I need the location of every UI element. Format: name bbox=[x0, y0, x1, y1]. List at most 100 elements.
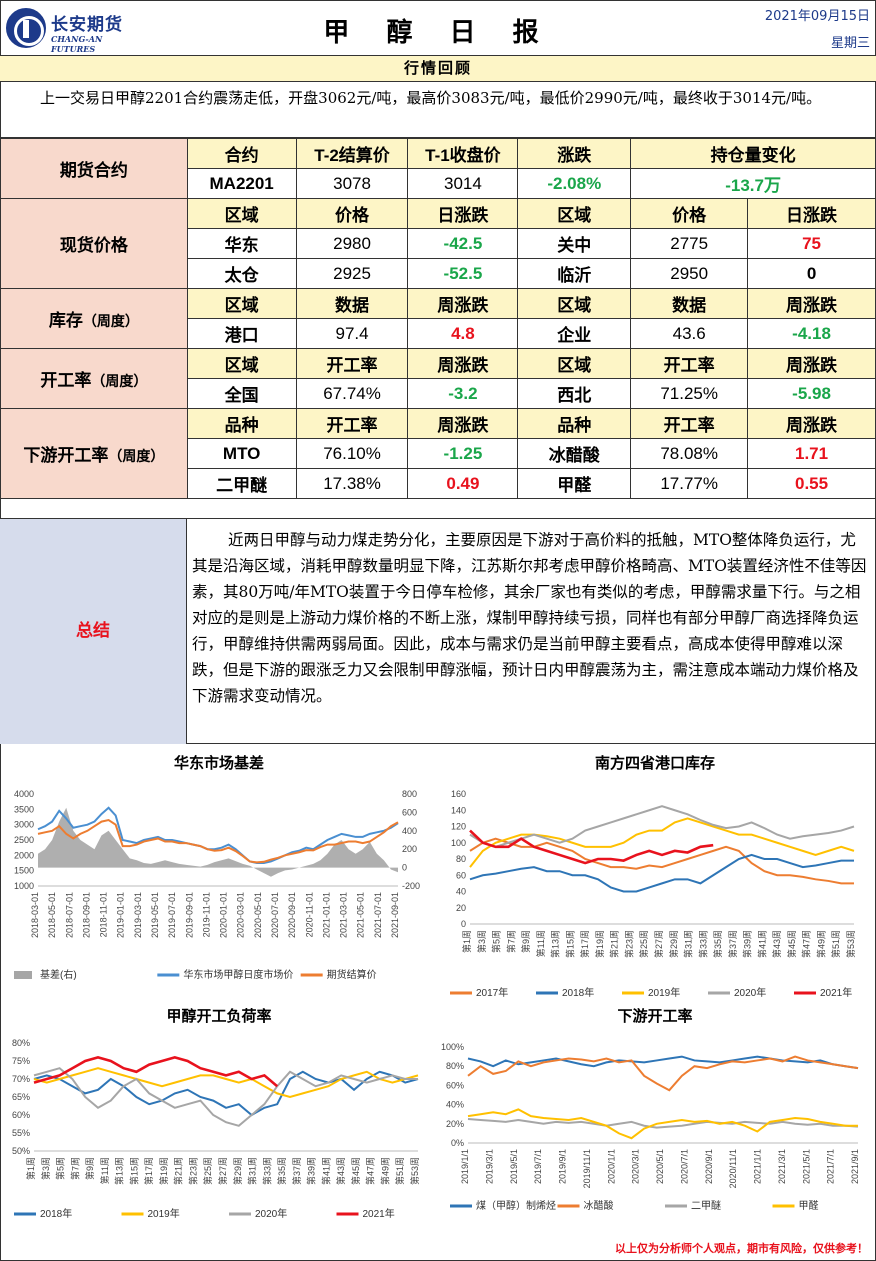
summary-label: 总结 bbox=[0, 519, 187, 744]
x-tick-label: 第11周 bbox=[535, 930, 546, 957]
series-line bbox=[33, 1067, 418, 1127]
series-line bbox=[469, 829, 714, 865]
downstream-change: -1.25 bbox=[407, 438, 519, 469]
series-line bbox=[467, 1055, 859, 1070]
chart-basis: 华东市场基差 4000 3500 3000 2500 2000 1500 1000 800 600… bbox=[4, 752, 434, 996]
series-line bbox=[467, 1055, 859, 1092]
logo-chinese-name: 长安期货 bbox=[51, 15, 123, 35]
x-tick-label: 2020-03-01 bbox=[236, 892, 246, 938]
x-tick-label: 2019/5/1 bbox=[509, 1149, 519, 1184]
downstream-product: MTO bbox=[186, 438, 297, 469]
y-tick-label: 4000 bbox=[14, 789, 34, 799]
inventory-change: -4.18 bbox=[747, 318, 876, 349]
futures-header-close: T-1收盘价 bbox=[407, 138, 519, 169]
x-tick-label: 第1周 bbox=[461, 930, 472, 953]
downstream-product: 甲醛 bbox=[517, 468, 632, 499]
downstream-label: 下游开工率（周度） bbox=[0, 408, 188, 499]
x-tick-label: 2018-11-01 bbox=[99, 892, 109, 937]
x-tick-label: 第33周 bbox=[697, 930, 708, 958]
x-tick-label: 2020/3/1 bbox=[631, 1149, 641, 1184]
y-tick-label: 60 bbox=[456, 870, 466, 880]
y-tick-label: 3500 bbox=[14, 804, 34, 814]
y-tick-label: 2000 bbox=[14, 850, 34, 860]
inventory-header: 周涨跌 bbox=[407, 288, 519, 319]
y-tick-label: 0 bbox=[461, 919, 466, 929]
y-right-tick-label: 200 bbox=[402, 844, 417, 854]
x-tick-label: 第45周 bbox=[786, 930, 797, 958]
y-tick-label: 20 bbox=[456, 903, 466, 913]
x-tick-label: 第9周 bbox=[520, 930, 531, 953]
x-tick-label: 第29周 bbox=[232, 1157, 243, 1185]
y-right-tick-label: 800 bbox=[402, 789, 417, 799]
y-tick-label: 100% bbox=[441, 1042, 464, 1052]
downstream-product: 冰醋酸 bbox=[517, 438, 632, 469]
spot-header: 区域 bbox=[517, 198, 632, 229]
x-tick-label: 第25周 bbox=[202, 1157, 213, 1185]
x-tick-label: 第23周 bbox=[187, 1157, 198, 1185]
x-tick-label: 第13周 bbox=[550, 930, 561, 958]
operating-header: 区域 bbox=[517, 348, 632, 379]
series-line bbox=[469, 805, 855, 848]
x-tick-label: 2020/7/1 bbox=[679, 1149, 689, 1184]
operating-change: -3.2 bbox=[407, 378, 519, 409]
futures-change: -2.08% bbox=[517, 168, 632, 199]
operating-header: 开工率 bbox=[630, 348, 749, 379]
y-tick-label: 3000 bbox=[14, 820, 34, 830]
y-tick-label: 60% bbox=[446, 1080, 464, 1090]
operating-label-text: 开工率 bbox=[40, 371, 92, 390]
x-tick-label: 2019/1/1 bbox=[460, 1149, 470, 1184]
inventory-region: 企业 bbox=[517, 318, 632, 349]
x-tick-label: 2019-01-01 bbox=[116, 892, 126, 938]
y-tick-label: 50% bbox=[12, 1146, 30, 1156]
data-table: 期货合约 合约 T-2结算价 T-1收盘价 涨跌 持仓量变化 MA2201 30… bbox=[0, 138, 876, 499]
legend-label: 期货结算价 bbox=[327, 968, 377, 981]
y-tick-label: 80 bbox=[456, 854, 466, 864]
chart-port-inventory: 南方四省港口库存 160 140 120 100 80 60 40 20 0 第1周 第3周 第5周 第7… bbox=[440, 752, 870, 1006]
market-review-heading: 行情回顾 bbox=[0, 56, 876, 82]
spot-header: 价格 bbox=[630, 198, 749, 229]
x-tick-label: 第19周 bbox=[594, 930, 605, 958]
downstream-change: 0.49 bbox=[407, 468, 519, 499]
y-tick-label: 65% bbox=[12, 1092, 30, 1102]
series-line bbox=[33, 1070, 419, 1117]
x-tick-label: 2019/3/1 bbox=[484, 1149, 494, 1184]
x-tick-label: 2019/7/1 bbox=[533, 1149, 543, 1184]
chart-title: 南方四省港口库存 bbox=[595, 754, 715, 772]
x-tick-label: 2020-05-01 bbox=[253, 892, 263, 938]
x-tick-label: 第29周 bbox=[668, 930, 679, 958]
x-tick-label: 第53周 bbox=[409, 1157, 420, 1185]
spot-row: 太仓 2925 -52.5 临沂 2950 0 bbox=[1, 258, 876, 289]
market-review-text: 上一交易日甲醇2201合约震荡走低，开盘3062元/吨，最高价3083元/吨，最… bbox=[0, 82, 876, 138]
legend-label: 2018年 bbox=[562, 986, 594, 999]
x-tick-label: 第37周 bbox=[727, 930, 738, 958]
operating-label: 开工率（周度） bbox=[0, 348, 188, 409]
spot-label: 现货价格 bbox=[0, 198, 188, 289]
x-tick-label: 第27周 bbox=[653, 930, 664, 958]
x-tick-label: 第39周 bbox=[742, 930, 753, 958]
x-tick-label: 2021/1/1 bbox=[753, 1149, 763, 1184]
x-tick-label: 2020/1/1 bbox=[606, 1149, 616, 1184]
y-tick-label: 80% bbox=[12, 1038, 30, 1048]
downstream-header: 品种 bbox=[517, 408, 632, 439]
x-tick-label: 2020/11/1 bbox=[728, 1149, 738, 1188]
spot-price: 2950 bbox=[630, 258, 749, 289]
legend-label: 煤（甲醇）制烯烃 bbox=[476, 1199, 556, 1212]
x-tick-label: 2018-07-01 bbox=[64, 892, 74, 938]
y-tick-label: 80% bbox=[446, 1061, 464, 1071]
x-tick-label: 2019-03-01 bbox=[133, 892, 143, 938]
spot-region: 临沂 bbox=[517, 258, 632, 289]
x-tick-label: 第3周 bbox=[476, 930, 487, 953]
legend-label: 2018年 bbox=[40, 1207, 72, 1220]
x-tick-label: 2021/3/1 bbox=[777, 1149, 787, 1184]
x-tick-label: 第43周 bbox=[771, 930, 782, 958]
downstream-rate: 78.08% bbox=[630, 438, 749, 469]
operating-rate: 67.74% bbox=[295, 378, 409, 409]
spot-region: 太仓 bbox=[186, 258, 297, 289]
x-tick-label: 第31周 bbox=[683, 930, 694, 958]
legend-label: 2020年 bbox=[255, 1207, 287, 1220]
downstream-product: 二甲醚 bbox=[186, 468, 297, 499]
legend-label: 2019年 bbox=[148, 1207, 180, 1220]
x-tick-label: 2021-03-01 bbox=[339, 892, 349, 938]
y-right-tick-label: -200 bbox=[402, 881, 420, 891]
x-tick-label: 第15周 bbox=[564, 930, 575, 958]
